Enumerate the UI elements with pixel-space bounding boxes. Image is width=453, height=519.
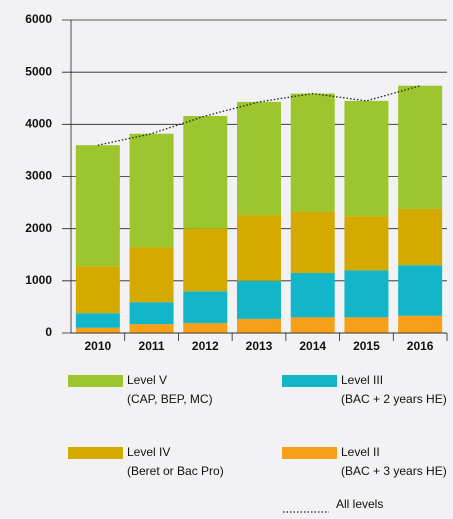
x-tick-label: 2011 bbox=[139, 339, 165, 353]
legend-swatch bbox=[282, 447, 337, 459]
bar-segment bbox=[344, 317, 389, 333]
bar-segment bbox=[344, 216, 389, 271]
bar-segment bbox=[183, 115, 228, 229]
bar-segment bbox=[75, 145, 120, 267]
bar-segment bbox=[290, 317, 335, 333]
legend-description: (BAC + 2 years HE) bbox=[341, 392, 447, 406]
y-tick-label: 6000 bbox=[25, 12, 52, 26]
bar-segment bbox=[237, 318, 281, 333]
legend-label: Level IV bbox=[127, 445, 170, 459]
y-tick-label: 5000 bbox=[25, 64, 52, 78]
bar-segment bbox=[344, 100, 389, 217]
bar-segment bbox=[237, 215, 281, 281]
bar-segment bbox=[237, 280, 281, 319]
bar-segment bbox=[183, 228, 228, 292]
x-tick-label: 2012 bbox=[192, 339, 219, 353]
legend-swatch bbox=[68, 447, 123, 459]
bar-segment bbox=[398, 208, 443, 266]
bar-segment bbox=[290, 93, 335, 212]
legend-label: Level III bbox=[341, 373, 383, 387]
bar-segment bbox=[344, 270, 389, 318]
bar-segment bbox=[398, 315, 443, 333]
y-tick-label: 4000 bbox=[25, 117, 52, 131]
bar-segment bbox=[129, 247, 174, 303]
bar-segment bbox=[75, 313, 120, 328]
bar-segment bbox=[129, 324, 174, 333]
bar-segment bbox=[129, 302, 174, 325]
bar-segment bbox=[290, 273, 335, 318]
bar-segment bbox=[237, 101, 281, 216]
legend-swatch bbox=[282, 375, 337, 387]
bar-segment bbox=[129, 133, 174, 248]
y-tick-label: 3000 bbox=[25, 169, 52, 183]
bar-segment bbox=[398, 265, 443, 316]
x-tick-label: 2015 bbox=[353, 339, 380, 353]
bar-segment bbox=[75, 266, 120, 314]
x-tick-label: 2016 bbox=[407, 339, 434, 353]
legend-label: Level II bbox=[341, 445, 380, 459]
legend-label: Level V bbox=[127, 373, 167, 387]
bar-segment bbox=[398, 85, 443, 209]
legend-description: (Beret or Bac Pro) bbox=[127, 464, 224, 478]
x-tick-label: 2013 bbox=[246, 339, 273, 353]
x-tick-label: 2010 bbox=[85, 339, 112, 353]
y-tick-label: 1000 bbox=[25, 273, 52, 287]
legend-swatch bbox=[68, 375, 123, 387]
y-tick-label: 2000 bbox=[25, 221, 52, 235]
bar-segment bbox=[75, 327, 120, 333]
legend-description: (BAC + 3 years HE) bbox=[341, 464, 447, 478]
bar-segment bbox=[290, 211, 335, 274]
legend-label: All levels bbox=[336, 497, 383, 511]
y-tick-label: 0 bbox=[45, 325, 52, 339]
legend-description: (CAP, BEP, MC) bbox=[127, 392, 213, 406]
x-tick-label: 2014 bbox=[299, 339, 326, 353]
bar-segment bbox=[183, 323, 228, 333]
bar-segment bbox=[183, 291, 228, 324]
